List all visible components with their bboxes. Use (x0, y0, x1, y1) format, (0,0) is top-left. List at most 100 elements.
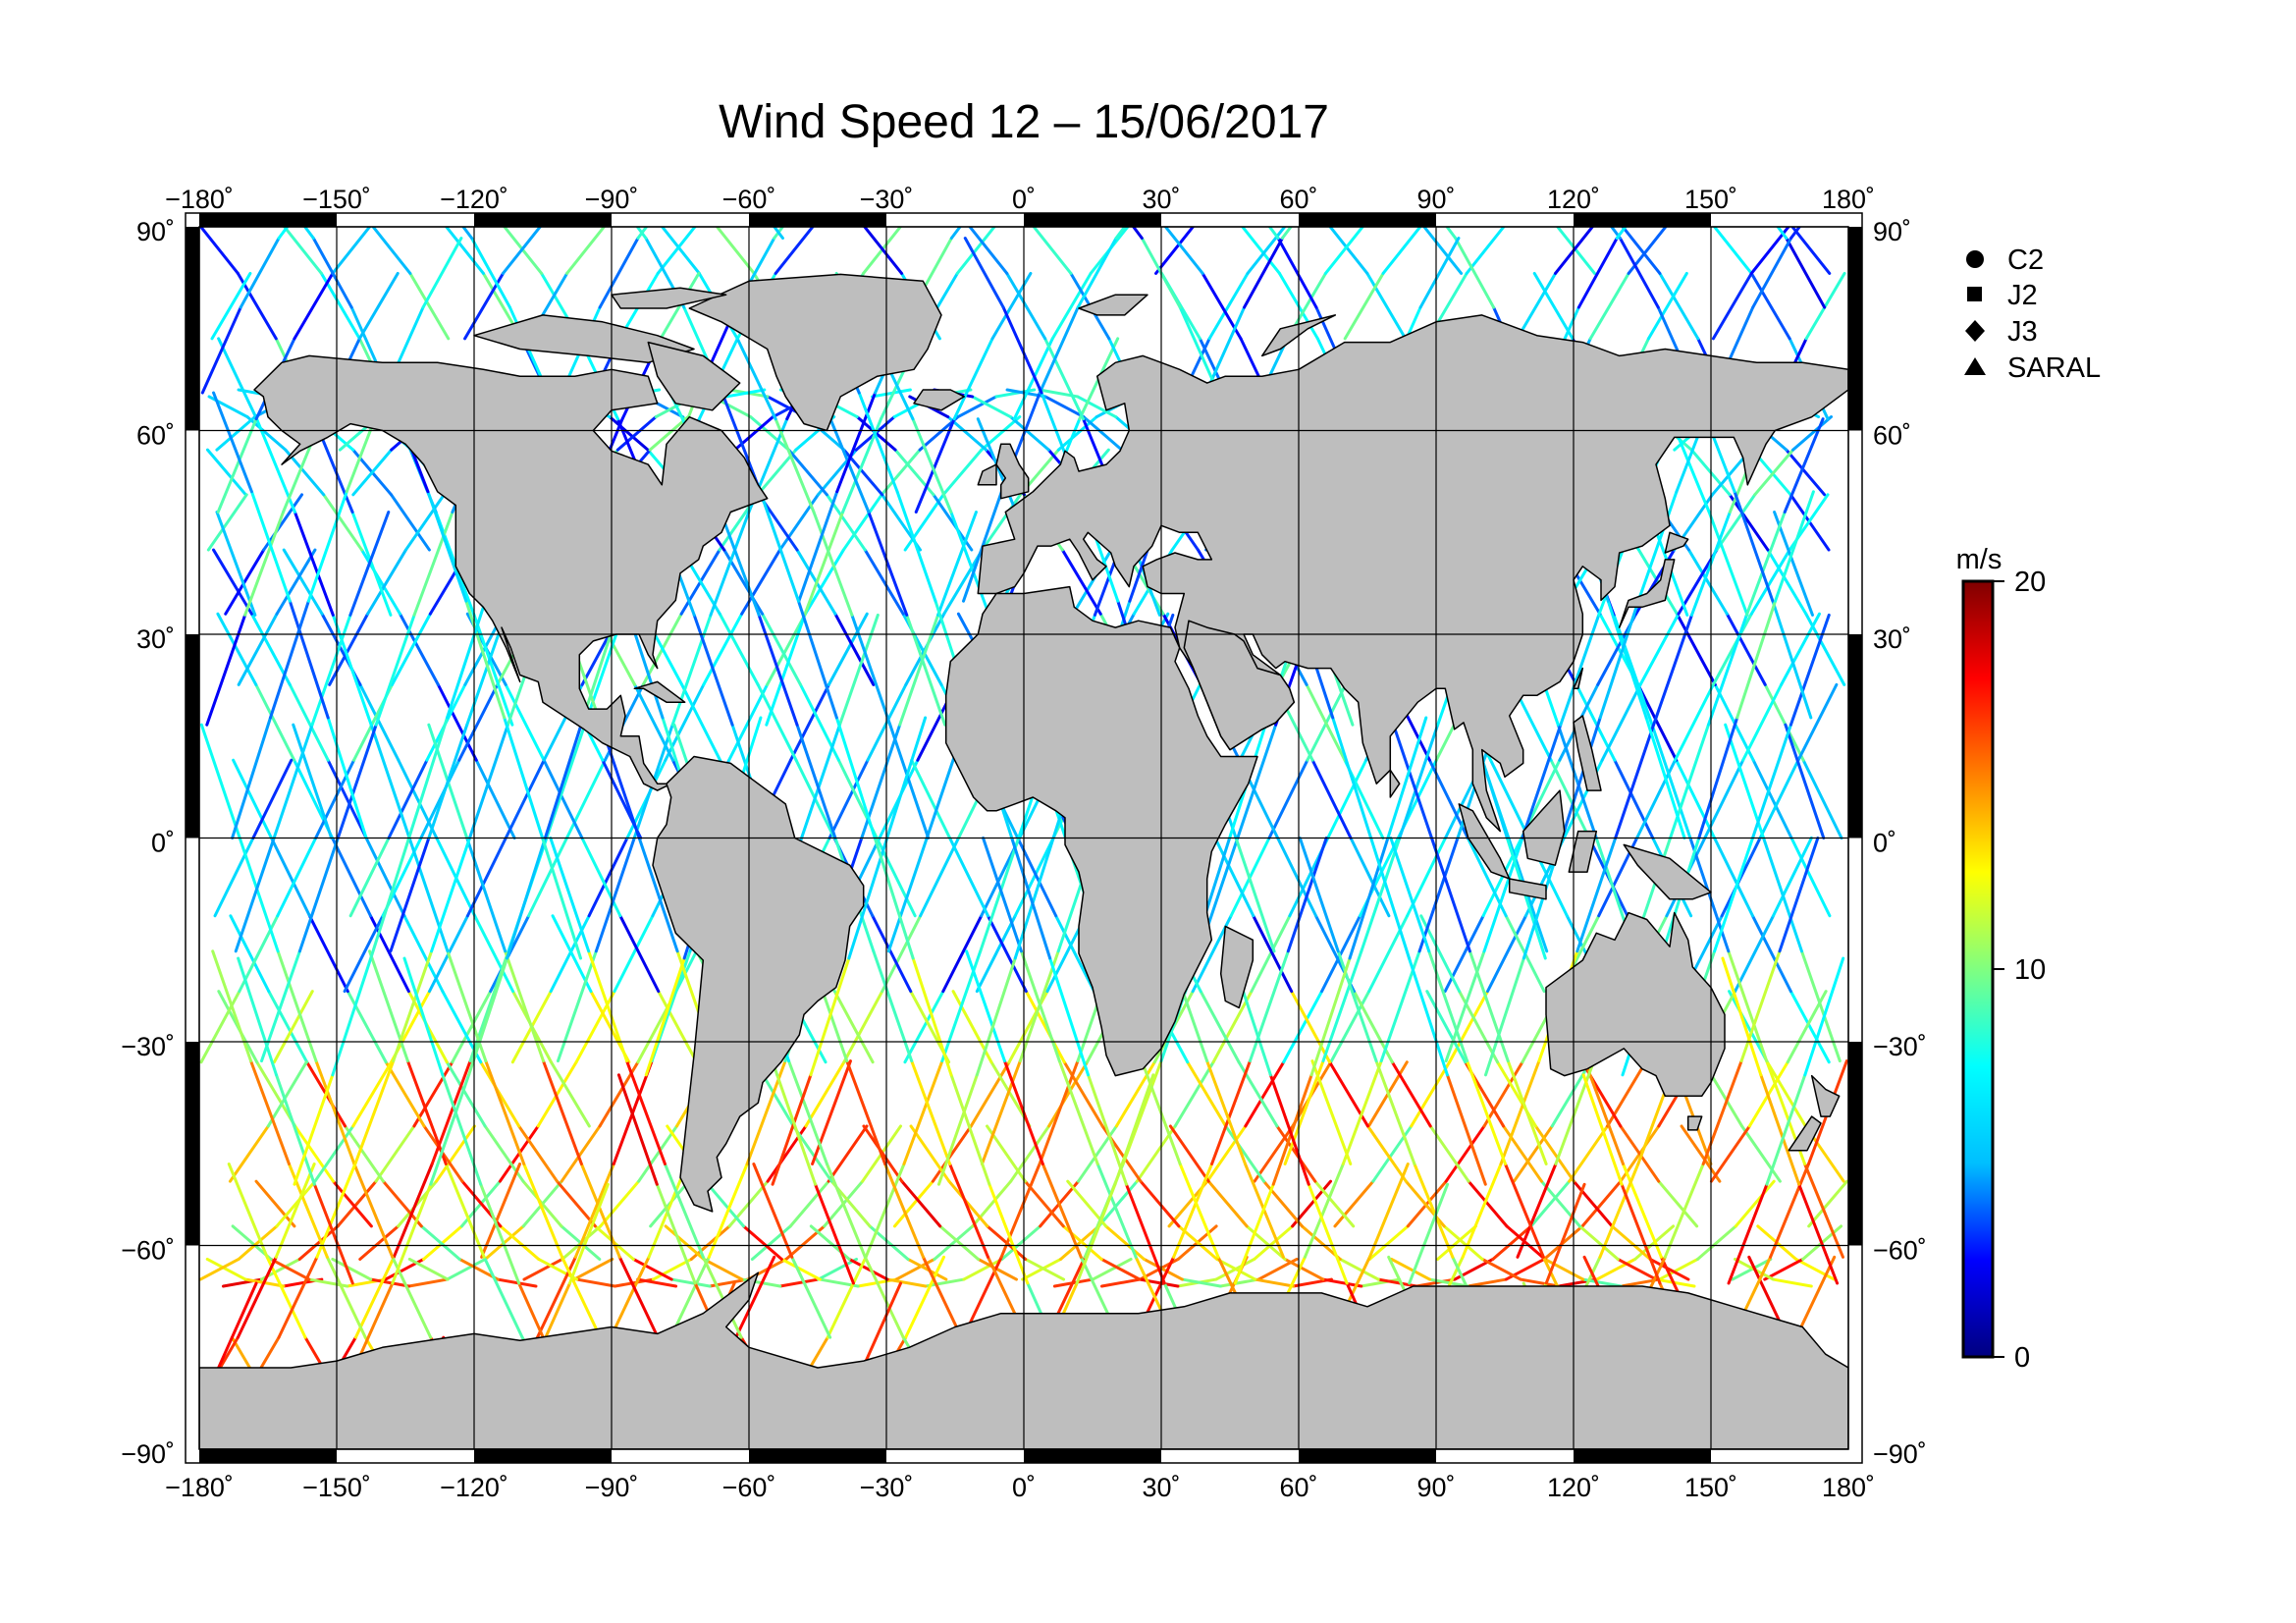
track-segment (886, 1520, 925, 1531)
track-segment (814, 1182, 855, 1285)
track-segment (788, 1179, 830, 1228)
track-segment (328, 612, 370, 686)
track-segment (1655, 156, 1693, 188)
track-segment (1104, 1224, 1147, 1261)
track-segment (797, 490, 839, 603)
track-segment (710, 1520, 748, 1531)
track-segment (1460, 187, 1498, 196)
track-segment (1771, 837, 1813, 918)
track-segment (599, 1179, 641, 1228)
track-segment (1663, 1163, 1705, 1259)
track-segment (1173, 1060, 1215, 1128)
track-segment (778, 1277, 821, 1288)
track-segment (1215, 1257, 1257, 1281)
track-segment (1367, 1163, 1410, 1259)
track-segment (989, 156, 1028, 188)
track-segment (348, 837, 391, 918)
track-segment (212, 391, 253, 494)
track-segment (1751, 723, 1792, 839)
track-segment (749, 415, 790, 452)
track-segment (1486, 914, 1527, 994)
track-segment (675, 1480, 714, 1489)
track-segment (355, 145, 394, 156)
track-segment (506, 837, 547, 960)
track-segment (358, 682, 400, 762)
track-segment (396, 156, 434, 188)
track-segment (968, 227, 1009, 275)
track-segment (988, 1182, 1030, 1285)
track-segment (949, 1073, 991, 1186)
lon-tick-label: −90˚ (585, 185, 639, 214)
track-segment (527, 837, 568, 918)
track-segment (982, 837, 1023, 953)
land-polygon (652, 755, 865, 1213)
track-segment (1321, 949, 1363, 1063)
track-segment (419, 1224, 461, 1261)
track-segment (1154, 227, 1196, 275)
track-segment (1516, 271, 1558, 341)
track-segment (332, 1179, 373, 1228)
track-segment (302, 227, 315, 241)
diamond-icon (1965, 320, 1985, 342)
track-segment (1095, 1163, 1138, 1259)
track-segment (1724, 723, 1766, 839)
track-segment (707, 156, 745, 188)
track-segment (1248, 949, 1290, 1063)
track-segment (1776, 227, 1789, 241)
track-segment (573, 1163, 615, 1259)
track-segment (774, 227, 815, 275)
lat-tick-label: 30˚ (1873, 624, 1911, 654)
track-segment (1336, 949, 1378, 1063)
track-segment (1341, 145, 1379, 156)
track-segment (756, 448, 798, 497)
track-segment (1286, 837, 1328, 953)
track-segment (1697, 716, 1739, 839)
track-segment (210, 271, 252, 341)
track-segment (531, 145, 569, 156)
track-segment (1172, 1163, 1214, 1259)
track-segment (881, 914, 923, 994)
track-segment (419, 758, 461, 839)
track-segment (1556, 723, 1598, 839)
track-segment (1421, 227, 1464, 275)
track-segment (564, 758, 607, 839)
track-segment (479, 1182, 521, 1285)
lon-tick-label: 120˚ (1547, 1473, 1600, 1502)
track-segment (910, 1059, 952, 1165)
track-segment (1778, 837, 1820, 953)
track-segment (457, 1257, 500, 1281)
track-segment (352, 1163, 395, 1259)
frame-bar-right (1848, 1042, 1862, 1246)
land-polygon (1810, 1074, 1841, 1117)
track-segment (660, 227, 701, 275)
track-segment (1436, 1224, 1477, 1261)
track-segment (336, 1179, 378, 1228)
track-segment (1744, 511, 1787, 617)
track-segment (1462, 1488, 1500, 1520)
track-segment (938, 1224, 981, 1261)
track-segment (1794, 1255, 1837, 1339)
track-segment (567, 1182, 610, 1285)
track-segment (1588, 271, 1630, 341)
track-segment (1559, 613, 1601, 727)
track-segment (1576, 237, 1619, 309)
track-segment (1365, 271, 1408, 341)
track-segment (676, 156, 715, 188)
track-segment (267, 990, 309, 1064)
track-segment (1468, 949, 1510, 1063)
track-segment (237, 1224, 279, 1261)
track-segment (310, 613, 352, 727)
track-segment (1313, 1179, 1356, 1228)
track-segment (331, 613, 373, 727)
track-segment (390, 612, 432, 686)
track-segment (795, 723, 837, 839)
lat-tick-label: 60˚ (136, 421, 175, 451)
track-segment (1186, 1060, 1228, 1128)
lon-tick-label: −180˚ (165, 185, 234, 214)
track-segment (1213, 837, 1255, 918)
track-segment (1179, 1480, 1217, 1489)
track-segment (872, 949, 914, 1063)
track-segment (617, 1255, 660, 1339)
track-segment (1785, 448, 1827, 497)
track-segment (834, 716, 877, 839)
